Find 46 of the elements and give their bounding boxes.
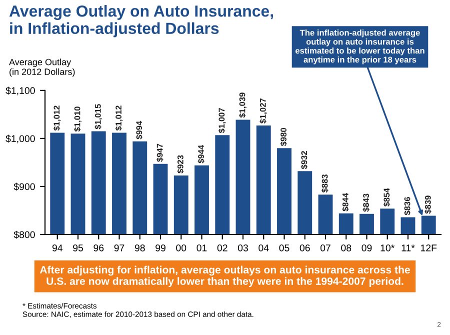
data-label: $883 xyxy=(321,174,328,193)
data-label: $1,027 xyxy=(260,98,268,124)
data-label: $944 xyxy=(198,144,205,164)
data-label: $836 xyxy=(404,197,411,216)
data-label: $1,039 xyxy=(238,92,246,118)
data-label: $980 xyxy=(280,128,288,146)
x-tick-label: 09 xyxy=(362,244,372,252)
data-label: $1,012 xyxy=(53,106,61,131)
x-tick-label: 08 xyxy=(341,244,352,252)
data-label: $1,015 xyxy=(94,104,102,130)
x-tick-label: 06 xyxy=(300,244,310,252)
text: After adjusting for inflation, average outlays on auto insurance across the U.S. are now dramatically lower than they were in the 1994-2007 period. xyxy=(40,266,410,288)
y-tick-label: $1,000 xyxy=(6,134,35,144)
x-tick-label: 94 xyxy=(52,244,62,252)
data-label: $843 xyxy=(362,194,370,212)
x-tick-label: 99 xyxy=(156,244,166,252)
x-tick-label: 97 xyxy=(114,244,124,252)
x-tick-label: 10* xyxy=(380,244,395,252)
x-tick-label: 96 xyxy=(94,244,104,252)
annotation: The inflation-adjusted average outlay on auto insurance is estimated to be lower today than anytime in the prior 18 years xyxy=(296,30,424,64)
x-tick-label: 95 xyxy=(73,244,83,252)
data-label: $947 xyxy=(156,144,164,162)
y-tick-label: $900 xyxy=(14,182,35,191)
data-label: $923 xyxy=(177,155,184,174)
x-tick-label: 11* xyxy=(402,244,415,252)
data-label: $854 xyxy=(383,188,390,207)
data-label: $839 xyxy=(424,196,432,214)
x-tick-label: 04 xyxy=(258,244,269,252)
y-axis-title: Average Outlay (in 2012 Dollars) xyxy=(9,58,75,77)
x-tick-label: 00 xyxy=(176,244,186,252)
chart-title: Average Outlay on Auto Insurance, in Inflation-adjusted Dollars xyxy=(9,5,273,38)
data-label: $1,012 xyxy=(115,106,123,131)
y-tick-label: $800 xyxy=(14,230,35,239)
data-label: $1,010 xyxy=(74,106,82,132)
x-tick-label: 07 xyxy=(320,244,330,252)
data-label: $1,007 xyxy=(218,108,226,134)
y-tick-label: $1,100 xyxy=(6,86,35,96)
x-tick-label: 12F xyxy=(420,244,437,252)
data-label: $844 xyxy=(342,192,349,212)
x-tick-label: 05 xyxy=(279,244,290,252)
data-label: $994 xyxy=(136,120,143,140)
x-tick-label: 98 xyxy=(134,244,145,252)
x-tick-label: 02 xyxy=(217,244,228,252)
x-tick-label: 03 xyxy=(238,244,248,252)
data-label: $932 xyxy=(300,150,308,170)
x-tick-label: 01 xyxy=(196,244,207,252)
